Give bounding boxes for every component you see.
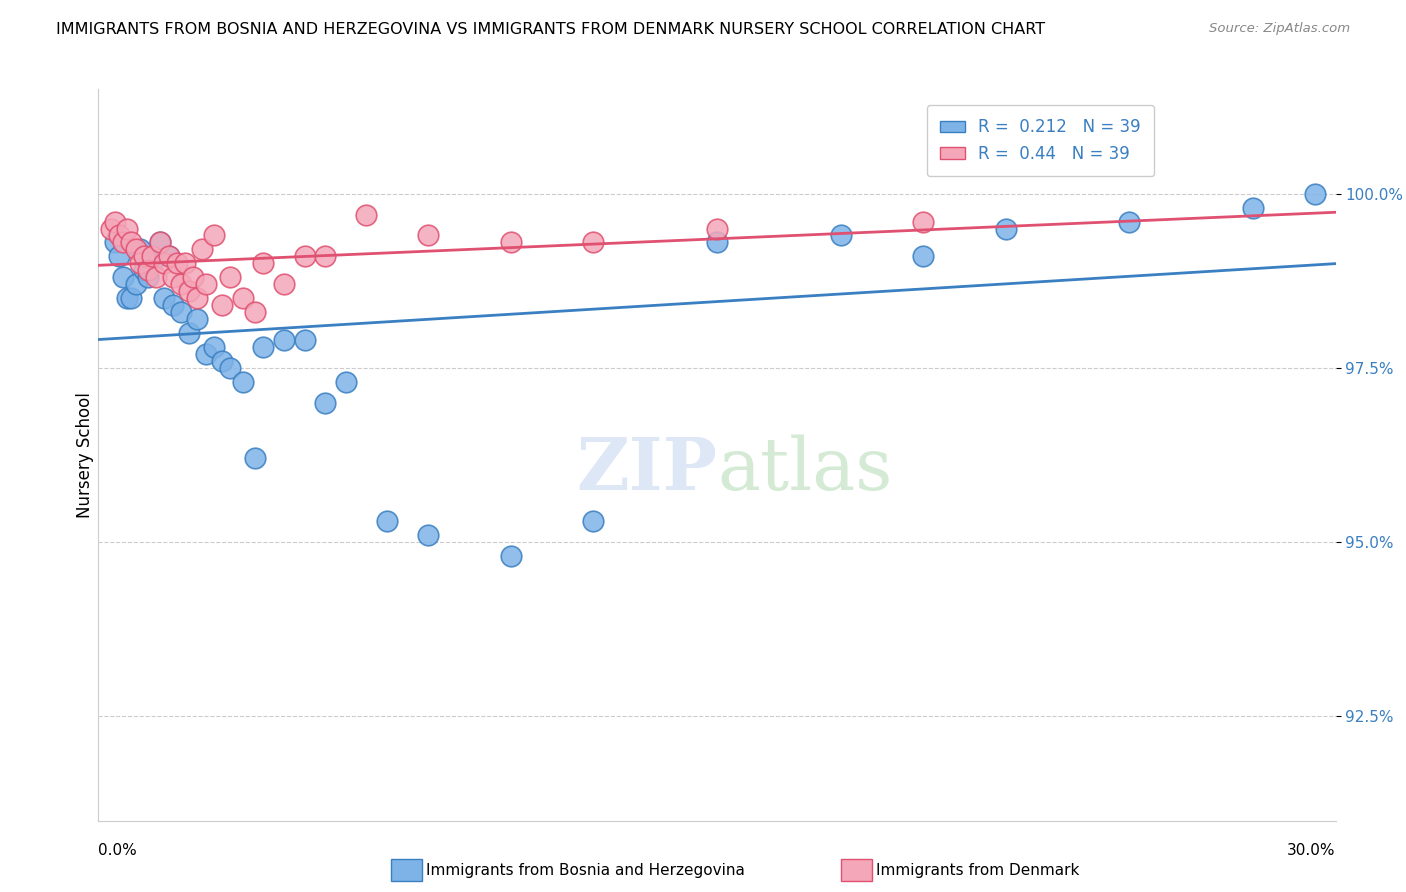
Legend: R =  0.212   N = 39, R =  0.44   N = 39: R = 0.212 N = 39, R = 0.44 N = 39 — [927, 105, 1154, 176]
Point — [252, 256, 274, 270]
Point — [162, 298, 184, 312]
Point — [994, 221, 1017, 235]
Point — [100, 221, 122, 235]
Point — [211, 354, 233, 368]
Y-axis label: Nursery School: Nursery School — [76, 392, 94, 518]
Text: ZIP: ZIP — [576, 434, 717, 505]
Point — [141, 256, 163, 270]
Point — [830, 228, 852, 243]
Point — [202, 228, 225, 243]
Point — [335, 375, 357, 389]
Text: Immigrants from Denmark: Immigrants from Denmark — [876, 863, 1080, 878]
Point — [706, 235, 728, 250]
Point — [706, 221, 728, 235]
Point — [582, 514, 605, 528]
Point — [1303, 186, 1326, 201]
Point — [294, 333, 316, 347]
Point — [124, 243, 146, 257]
Point — [499, 235, 522, 250]
Point — [273, 333, 295, 347]
Point — [162, 270, 184, 285]
Point — [153, 291, 176, 305]
Point — [375, 514, 398, 528]
Point — [120, 291, 142, 305]
Point — [108, 228, 131, 243]
Point — [174, 256, 197, 270]
Text: Source: ZipAtlas.com: Source: ZipAtlas.com — [1209, 22, 1350, 36]
Point — [582, 235, 605, 250]
Point — [157, 249, 180, 263]
Point — [136, 270, 159, 285]
Point — [1241, 201, 1264, 215]
Point — [117, 291, 139, 305]
Point — [243, 451, 266, 466]
Point — [112, 235, 135, 250]
Point — [157, 249, 180, 263]
Point — [132, 263, 155, 277]
Point — [219, 360, 242, 375]
Point — [104, 235, 127, 250]
Point — [912, 214, 935, 228]
Point — [314, 395, 336, 409]
Point — [219, 270, 242, 285]
Point — [252, 340, 274, 354]
Point — [128, 243, 150, 257]
Text: IMMIGRANTS FROM BOSNIA AND HERZEGOVINA VS IMMIGRANTS FROM DENMARK NURSERY SCHOOL: IMMIGRANTS FROM BOSNIA AND HERZEGOVINA V… — [56, 22, 1046, 37]
Point — [418, 228, 440, 243]
Point — [211, 298, 233, 312]
Point — [179, 326, 201, 340]
Point — [170, 277, 193, 292]
Point — [112, 270, 135, 285]
Point — [243, 305, 266, 319]
Point — [149, 235, 172, 250]
Point — [153, 256, 176, 270]
Text: 30.0%: 30.0% — [1288, 843, 1336, 858]
Point — [120, 235, 142, 250]
Text: Immigrants from Bosnia and Herzegovina: Immigrants from Bosnia and Herzegovina — [426, 863, 745, 878]
Point — [912, 249, 935, 263]
Point — [141, 249, 163, 263]
Point — [166, 256, 188, 270]
Point — [186, 291, 208, 305]
Point — [170, 305, 193, 319]
Point — [232, 291, 254, 305]
Point — [314, 249, 336, 263]
Point — [294, 249, 316, 263]
Point — [186, 312, 208, 326]
Point — [202, 340, 225, 354]
Point — [124, 277, 146, 292]
Point — [145, 270, 167, 285]
Point — [117, 221, 139, 235]
Point — [179, 284, 201, 298]
Text: 0.0%: 0.0% — [98, 843, 138, 858]
Point — [356, 208, 378, 222]
Point — [132, 249, 155, 263]
Point — [190, 243, 212, 257]
Point — [232, 375, 254, 389]
Point — [194, 347, 217, 361]
Point — [273, 277, 295, 292]
Point — [104, 214, 127, 228]
Point — [128, 256, 150, 270]
Point — [181, 270, 204, 285]
Point — [149, 235, 172, 250]
Point — [194, 277, 217, 292]
Point — [499, 549, 522, 563]
Text: atlas: atlas — [717, 434, 893, 505]
Point — [136, 263, 159, 277]
Point — [418, 528, 440, 542]
Point — [1118, 214, 1140, 228]
Point — [108, 249, 131, 263]
